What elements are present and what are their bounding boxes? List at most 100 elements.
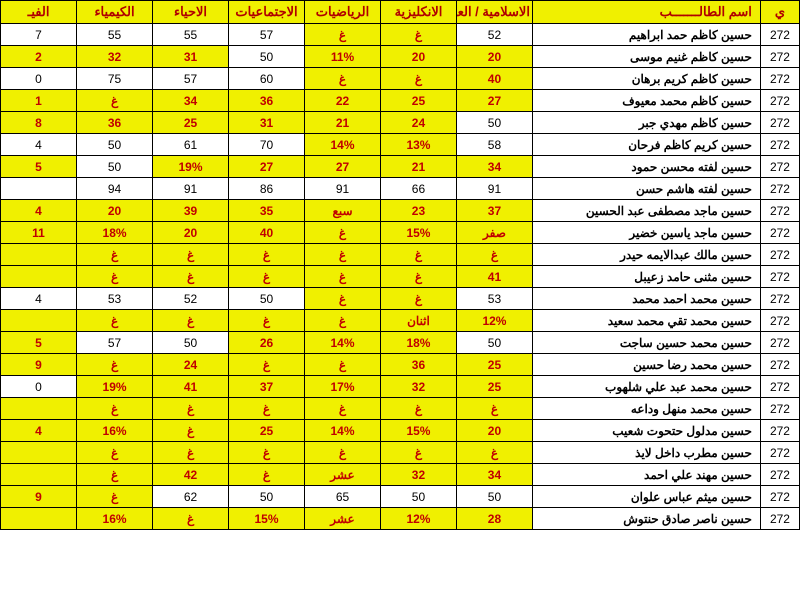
name-cell: حسين ماجد ياسين خضير	[532, 222, 760, 244]
grade-cell: 36	[380, 354, 456, 376]
name-cell: حسين مدلول حتحوت شعيب	[532, 420, 760, 442]
grade-cell: 39	[153, 200, 229, 222]
name-cell: حسين كاظم مهدي جبر	[532, 112, 760, 134]
col-header-biology: الاحياء	[153, 1, 229, 24]
grade-cell: 52	[456, 24, 532, 46]
grade-cell: 40	[456, 68, 532, 90]
name-cell: حسين محمد عبد علي شلهوب	[532, 376, 760, 398]
table-row: 272حسين كاظم حمد ابراهيم52غغ5755557	[1, 24, 800, 46]
id-cell: 272	[760, 178, 799, 200]
id-cell: 272	[760, 112, 799, 134]
grade-cell: 25	[456, 376, 532, 398]
grade-cell: 21	[380, 156, 456, 178]
grade-cell: 12%	[456, 310, 532, 332]
grade-cell: 36	[77, 112, 153, 134]
id-cell: 272	[760, 332, 799, 354]
grade-cell: غ	[153, 442, 229, 464]
grade-cell: 14%	[305, 420, 381, 442]
id-cell: 272	[760, 398, 799, 420]
grade-cell: غ	[153, 398, 229, 420]
grade-cell: 50	[229, 288, 305, 310]
id-cell: 272	[760, 464, 799, 486]
name-cell: حسين ناصر صادق حنتوش	[532, 508, 760, 530]
grade-cell: غ	[305, 310, 381, 332]
grade-cell: 5	[1, 332, 77, 354]
grade-cell: 66	[380, 178, 456, 200]
table-row: 272حسين محمد تقي محمد سعيد12%اثنانغغغغ	[1, 310, 800, 332]
id-cell: 272	[760, 420, 799, 442]
grade-cell: 19%	[77, 376, 153, 398]
table-row: 272حسين مهند علي احمد3432عشرغ42غ	[1, 464, 800, 486]
grade-cell: 15%	[229, 508, 305, 530]
grade-cell: 41	[456, 266, 532, 288]
table-row: 272حسين لفته محسن حمود3421272719%505	[1, 156, 800, 178]
col-header-name: اسم الطالـــــــب	[532, 1, 760, 24]
grade-cell: 91	[456, 178, 532, 200]
name-cell: حسين محمد حسين ساجت	[532, 332, 760, 354]
grade-cell: اثنان	[380, 310, 456, 332]
grade-cell: 8	[1, 112, 77, 134]
grade-cell: غ	[153, 244, 229, 266]
grade-cell: 25	[380, 90, 456, 112]
grade-cell: غ	[153, 508, 229, 530]
grade-cell: 4	[1, 420, 77, 442]
grade-cell: غ	[305, 266, 381, 288]
grade-cell: 25	[456, 354, 532, 376]
table-row: 272حسين محمد منهل وداعهغغغغغغ	[1, 398, 800, 420]
grade-cell: غ	[229, 310, 305, 332]
id-cell: 272	[760, 288, 799, 310]
table-row: 272حسين كاظم محمد معيوف2725223634غ1	[1, 90, 800, 112]
grade-cell: غ	[77, 486, 153, 508]
grade-cell: 12%	[380, 508, 456, 530]
name-cell: حسين كريم كاظم فرحان	[532, 134, 760, 156]
id-cell: 272	[760, 508, 799, 530]
grade-cell: 57	[153, 68, 229, 90]
grade-cell: 91	[153, 178, 229, 200]
id-cell: 272	[760, 244, 799, 266]
grade-cell: غ	[305, 222, 381, 244]
grade-cell: 50	[229, 486, 305, 508]
grade-cell: غ	[456, 244, 532, 266]
table-row: 272حسين محمد رضا حسين2536غغ24غ9	[1, 354, 800, 376]
grade-cell: 25	[153, 112, 229, 134]
table-row: 272حسين كاظم كريم برهان40غغ6057750	[1, 68, 800, 90]
id-cell: 272	[760, 222, 799, 244]
grade-cell: 50	[380, 486, 456, 508]
col-header-math: الرياضيات	[305, 1, 381, 24]
grade-cell: 23	[380, 200, 456, 222]
grade-cell: 14%	[305, 134, 381, 156]
id-cell: 272	[760, 354, 799, 376]
grade-cell: غ	[380, 24, 456, 46]
grade-cell: 53	[77, 288, 153, 310]
grade-cell: 50	[77, 156, 153, 178]
grade-cell: 2	[1, 46, 77, 68]
grade-cell: 91	[305, 178, 381, 200]
table-body: 272حسين كاظم حمد ابراهيم52غغ5755557272حس…	[1, 24, 800, 530]
grade-cell: غ	[380, 288, 456, 310]
grade-cell: 25	[229, 420, 305, 442]
grade-cell: 34	[456, 156, 532, 178]
grade-cell: 55	[153, 24, 229, 46]
grade-cell: 17%	[305, 376, 381, 398]
grade-cell	[1, 398, 77, 420]
grade-cell: غ	[380, 244, 456, 266]
grade-cell: غ	[77, 266, 153, 288]
header-row: ي اسم الطالـــــــب الاسلامية / العربية …	[1, 1, 800, 24]
grade-cell: 19%	[153, 156, 229, 178]
grade-cell: 15%	[380, 222, 456, 244]
id-cell: 272	[760, 46, 799, 68]
grade-cell: صفر	[456, 222, 532, 244]
grade-cell: 0	[1, 376, 77, 398]
grade-cell: 75	[77, 68, 153, 90]
table-row: 272حسين مثنى حامد زعيبل41غغغغغ	[1, 266, 800, 288]
name-cell: حسين محمد رضا حسين	[532, 354, 760, 376]
grade-cell	[1, 266, 77, 288]
grade-cell: 37	[229, 376, 305, 398]
grade-cell: 55	[77, 24, 153, 46]
id-cell: 272	[760, 24, 799, 46]
grade-cell: 9	[1, 354, 77, 376]
grade-cell	[1, 442, 77, 464]
grade-cell: 21	[305, 112, 381, 134]
grade-cell: 40	[229, 222, 305, 244]
grade-cell: 31	[229, 112, 305, 134]
